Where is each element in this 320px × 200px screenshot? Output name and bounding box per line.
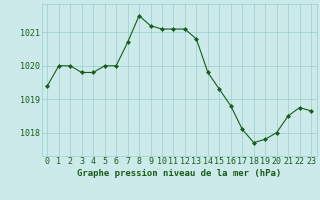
X-axis label: Graphe pression niveau de la mer (hPa): Graphe pression niveau de la mer (hPa) [77,169,281,178]
